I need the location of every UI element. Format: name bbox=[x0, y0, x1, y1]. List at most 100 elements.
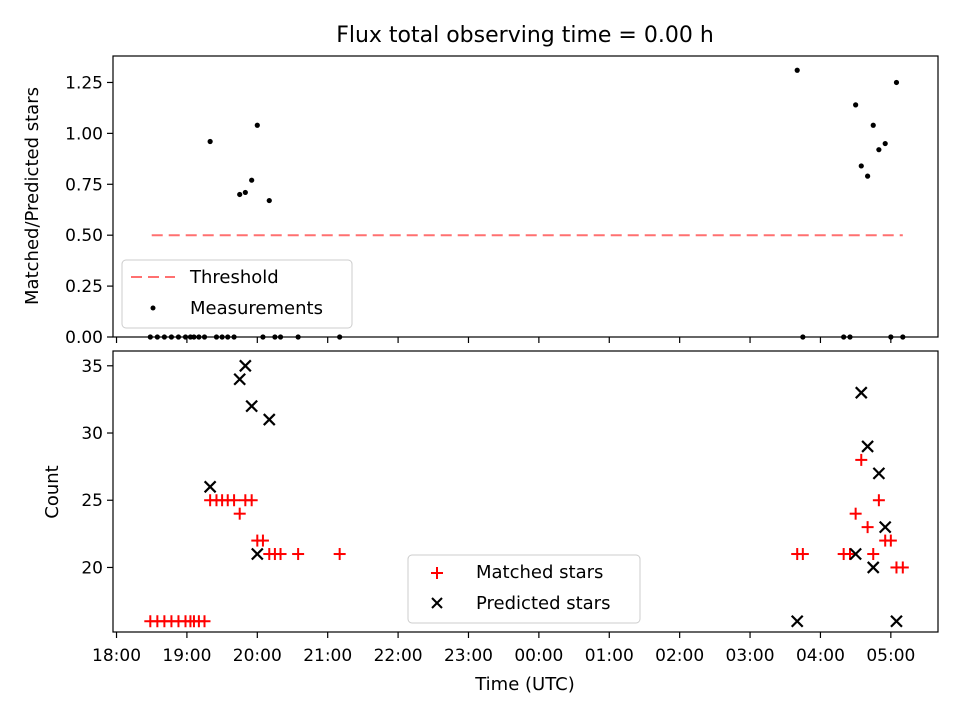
x-tick-label: 05:00 bbox=[866, 646, 915, 666]
predicted-star-point bbox=[239, 359, 252, 373]
bottom-plot-frame bbox=[112, 350, 939, 633]
x-tick-label: 02:00 bbox=[655, 646, 704, 666]
measurement-point bbox=[858, 163, 864, 169]
top-y-label: Matched/Predicted stars bbox=[22, 87, 43, 305]
x-tick-label: 22:00 bbox=[374, 646, 423, 666]
bottom-y-tick-label: 20 bbox=[81, 558, 103, 578]
matched-star-point bbox=[796, 548, 809, 561]
measurement-point bbox=[219, 334, 225, 340]
matched-star-point bbox=[233, 507, 246, 520]
measurement-point bbox=[231, 334, 237, 340]
x-tick-label: 19:00 bbox=[162, 646, 211, 666]
matched-star-point bbox=[849, 507, 862, 520]
measurement-point bbox=[168, 334, 175, 340]
legend-matched-label: Matched stars bbox=[476, 562, 603, 583]
predicted-star-point bbox=[262, 413, 276, 426]
measurement-point bbox=[277, 334, 284, 340]
measurement-point bbox=[295, 334, 301, 340]
matched-star-point bbox=[274, 548, 287, 561]
top-y-tick-label: 0.00 bbox=[65, 328, 103, 348]
top-y-tick-label: 0.75 bbox=[65, 175, 103, 195]
x-axis-label: Time (UTC) bbox=[474, 674, 575, 695]
measurement-point bbox=[249, 177, 255, 183]
bottom-y-axis: 20 25 30 35 bbox=[81, 357, 113, 578]
predicted-star-point bbox=[890, 614, 903, 628]
measurement-point bbox=[175, 334, 182, 340]
measurement-point bbox=[147, 334, 153, 340]
matched-star-point bbox=[867, 548, 880, 561]
measurement-point bbox=[260, 334, 266, 340]
measurement-point bbox=[870, 122, 876, 128]
matched-star-point bbox=[228, 494, 241, 507]
measurement-point bbox=[893, 79, 900, 86]
bottom-y-tick-label: 30 bbox=[81, 424, 103, 444]
measurement-point bbox=[853, 102, 859, 108]
predicted-star-point bbox=[849, 547, 862, 561]
measurement-point bbox=[800, 334, 806, 340]
matched-star-point bbox=[333, 548, 346, 561]
measurement-point bbox=[272, 334, 278, 340]
top-y-tick-label: 0.25 bbox=[65, 277, 103, 297]
matched-star-point bbox=[896, 561, 909, 574]
measurement-point bbox=[865, 173, 871, 179]
measurement-point bbox=[207, 138, 213, 145]
measurements-series bbox=[147, 67, 906, 340]
measurement-point bbox=[882, 140, 888, 147]
measurement-point bbox=[847, 334, 853, 340]
x-tick-label: 20:00 bbox=[233, 646, 282, 666]
measurement-point bbox=[191, 334, 197, 340]
measurement-point bbox=[888, 334, 894, 340]
matched-star-point bbox=[872, 494, 885, 507]
predicted-star-point bbox=[203, 480, 217, 494]
predicted-star-point bbox=[866, 561, 880, 574]
measurement-point bbox=[254, 122, 260, 128]
chart-title: Flux total observing time = 0.00 h bbox=[336, 23, 714, 48]
matched-star-point bbox=[256, 534, 269, 547]
measurement-point bbox=[213, 334, 220, 340]
measurement-point bbox=[876, 147, 882, 153]
x-tick-label: 04:00 bbox=[796, 646, 845, 666]
bottom-y-label: Count bbox=[42, 465, 63, 518]
x-tick-label: 03:00 bbox=[726, 646, 775, 666]
legend-matched-swatch bbox=[431, 567, 443, 579]
bottom-x-axis: 18:00 19:00 20:00 21:00 22:00 23:00 00:00 01:00… bbox=[92, 632, 915, 666]
matched-star-point bbox=[844, 548, 857, 561]
predicted-star-point bbox=[861, 440, 874, 453]
x-tick-label: 21:00 bbox=[303, 646, 352, 666]
legend-predicted-swatch bbox=[431, 597, 443, 609]
x-tick-label: 00:00 bbox=[514, 646, 563, 666]
measurement-point bbox=[182, 334, 189, 340]
matched-star-point bbox=[292, 548, 305, 561]
measurement-point bbox=[154, 334, 160, 340]
x-tick-label: 18:00 bbox=[92, 646, 141, 666]
predicted-star-point bbox=[854, 386, 868, 399]
matched-stars-series bbox=[144, 453, 909, 628]
top-y-axis: 0.00 0.25 0.50 0.75 1.00 1.25 bbox=[65, 73, 113, 348]
bottom-legend: Matched stars Predicted stars bbox=[407, 554, 641, 624]
predicted-star-point bbox=[233, 372, 246, 386]
measurement-point bbox=[266, 197, 272, 204]
matched-star-point bbox=[198, 615, 211, 628]
matched-star-point bbox=[855, 453, 868, 466]
bottom-y-tick-label: 35 bbox=[81, 357, 103, 377]
legend-measurements-label: Measurements bbox=[190, 298, 323, 319]
measurement-point bbox=[225, 334, 231, 340]
top-y-tick-label: 0.50 bbox=[65, 226, 103, 246]
predicted-star-point bbox=[790, 614, 804, 628]
bottom-y-tick-label: 25 bbox=[81, 491, 103, 511]
predicted-star-point bbox=[872, 467, 886, 480]
top-legend: Threshold Measurements bbox=[121, 259, 353, 329]
x-tick-label: 01:00 bbox=[585, 646, 634, 666]
measurement-point bbox=[196, 334, 202, 340]
predicted-star-point bbox=[245, 399, 258, 413]
top-y-tick-label: 1.25 bbox=[65, 73, 103, 93]
matched-star-point bbox=[245, 494, 258, 507]
measurement-point bbox=[242, 189, 248, 196]
x-tick-label: 23:00 bbox=[444, 646, 493, 666]
measurement-point bbox=[161, 334, 167, 340]
matched-star-point bbox=[861, 521, 874, 534]
matched-star-point bbox=[884, 534, 897, 547]
legend-measurements-swatch bbox=[150, 305, 156, 311]
top-plot-frame bbox=[112, 55, 939, 338]
